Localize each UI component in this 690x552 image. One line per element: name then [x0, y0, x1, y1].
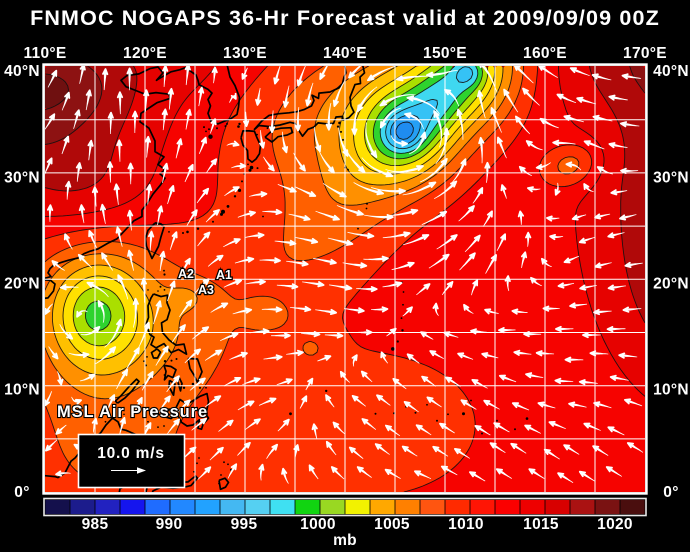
svg-text:990: 990 — [156, 516, 183, 533]
svg-text:A2: A2 — [178, 267, 194, 281]
svg-text:40°N: 40°N — [653, 63, 689, 80]
svg-text:130°E: 130°E — [223, 45, 267, 62]
svg-text:1000: 1000 — [300, 516, 336, 533]
svg-text:A3: A3 — [198, 283, 214, 297]
svg-text:MSL Air Pressure: MSL Air Pressure — [57, 403, 208, 421]
svg-text:1020: 1020 — [597, 516, 633, 533]
svg-text:150°E: 150°E — [423, 45, 467, 62]
svg-text:20°N: 20°N — [4, 276, 40, 293]
svg-text:1010: 1010 — [448, 516, 484, 533]
svg-text:995: 995 — [231, 516, 258, 533]
svg-text:A1: A1 — [216, 268, 232, 282]
svg-text:0°: 0° — [14, 484, 29, 501]
svg-text:1015: 1015 — [523, 516, 559, 533]
svg-text:1005: 1005 — [374, 516, 410, 533]
svg-text:160°E: 160°E — [523, 45, 567, 62]
svg-text:30°N: 30°N — [4, 170, 40, 187]
svg-text:mb: mb — [333, 532, 357, 549]
svg-text:985: 985 — [82, 516, 109, 533]
svg-text:20°N: 20°N — [653, 276, 689, 293]
svg-text:10.0 m/s: 10.0 m/s — [97, 445, 165, 462]
svg-text:40°N: 40°N — [4, 63, 40, 80]
svg-text:110°E: 110°E — [23, 45, 66, 62]
svg-text:10°N: 10°N — [653, 382, 689, 399]
svg-text:120°E: 120°E — [123, 45, 167, 62]
svg-text:170°E: 170°E — [623, 45, 667, 62]
svg-text:FNMOC NOGAPS 36-Hr Forecast va: FNMOC NOGAPS 36-Hr Forecast valid at 200… — [30, 6, 660, 30]
svg-text:140°E: 140°E — [323, 45, 367, 62]
svg-text:30°N: 30°N — [653, 170, 689, 187]
svg-text:0°: 0° — [663, 484, 678, 501]
svg-text:10°N: 10°N — [4, 382, 40, 399]
